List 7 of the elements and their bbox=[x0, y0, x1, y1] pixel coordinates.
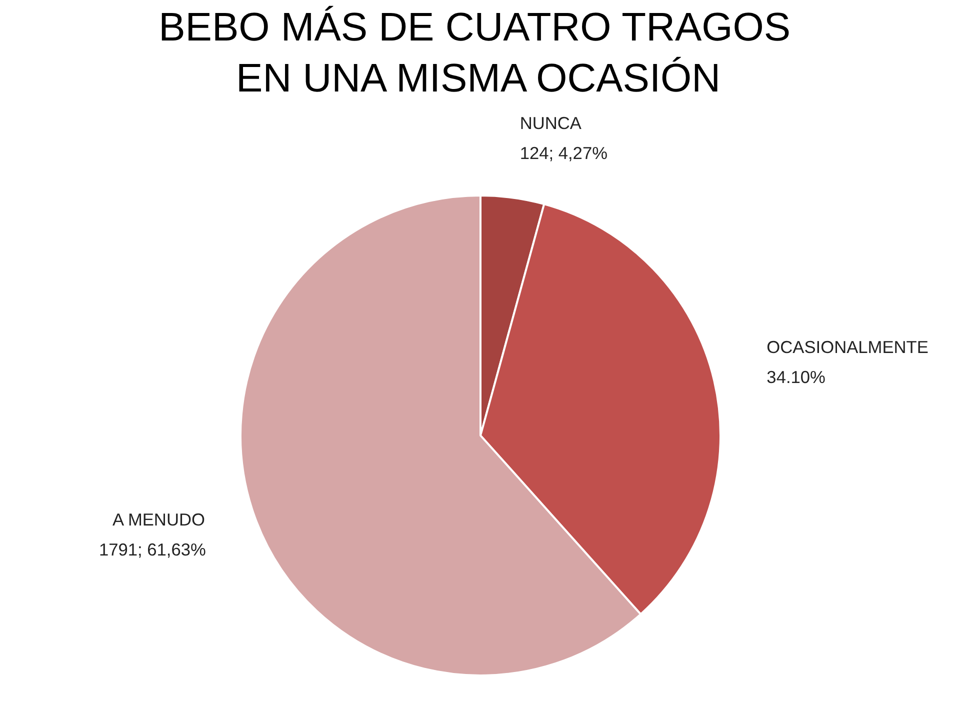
chart-title: BEBO MÁS DE CUATRO TRAGOS EN UNA MISMA OCASIÓN bbox=[158, 6, 791, 100]
slice-label: A MENUDO bbox=[112, 510, 205, 530]
data-label: 34.10% bbox=[766, 367, 826, 388]
data-label: 124; 4,27% bbox=[520, 143, 608, 164]
data-label: 1791; 61,63% bbox=[98, 540, 206, 560]
slice-label: NUNCA bbox=[520, 113, 582, 134]
slice-label: OCASIONALMENTE bbox=[766, 337, 928, 358]
